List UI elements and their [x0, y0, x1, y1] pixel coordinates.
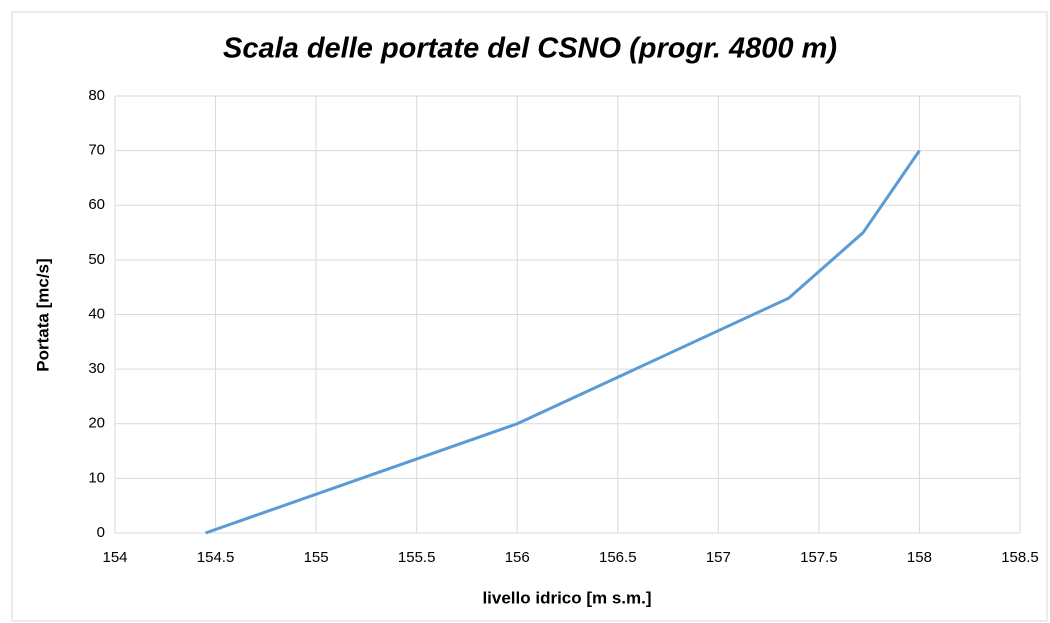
y-tick-label: 40	[88, 305, 105, 322]
data-line	[205, 149, 921, 535]
x-tick-label: 157	[706, 549, 731, 566]
y-tick-label: 10	[88, 469, 105, 486]
x-tick-label: 156	[505, 549, 530, 566]
y-tick-label: 0	[97, 524, 105, 541]
chart-title: Scala delle portate del CSNO (progr. 480…	[223, 33, 837, 65]
x-tick-label: 156.5	[599, 549, 637, 566]
x-tick-label: 155.5	[398, 549, 436, 566]
y-tick-label: 70	[88, 142, 105, 159]
y-tick-label: 50	[88, 251, 105, 268]
x-axis-label: livello idrico [m s.m.]	[482, 588, 651, 607]
x-tick-label: 154.5	[197, 549, 235, 566]
y-tick-label: 80	[88, 87, 105, 104]
y-axis-label: Portata [mc/s]	[33, 258, 52, 371]
y-tick-label: 30	[88, 360, 105, 377]
x-tick-label: 158	[907, 549, 932, 566]
chart-frame	[11, 11, 1048, 622]
x-tick-label: 154	[102, 549, 127, 566]
x-tick-label: 157.5	[800, 549, 838, 566]
y-tick-label: 60	[88, 196, 105, 213]
x-tick-label: 155	[304, 549, 329, 566]
y-tick-label: 20	[88, 415, 105, 432]
x-tick-label: 158.5	[1001, 549, 1039, 566]
